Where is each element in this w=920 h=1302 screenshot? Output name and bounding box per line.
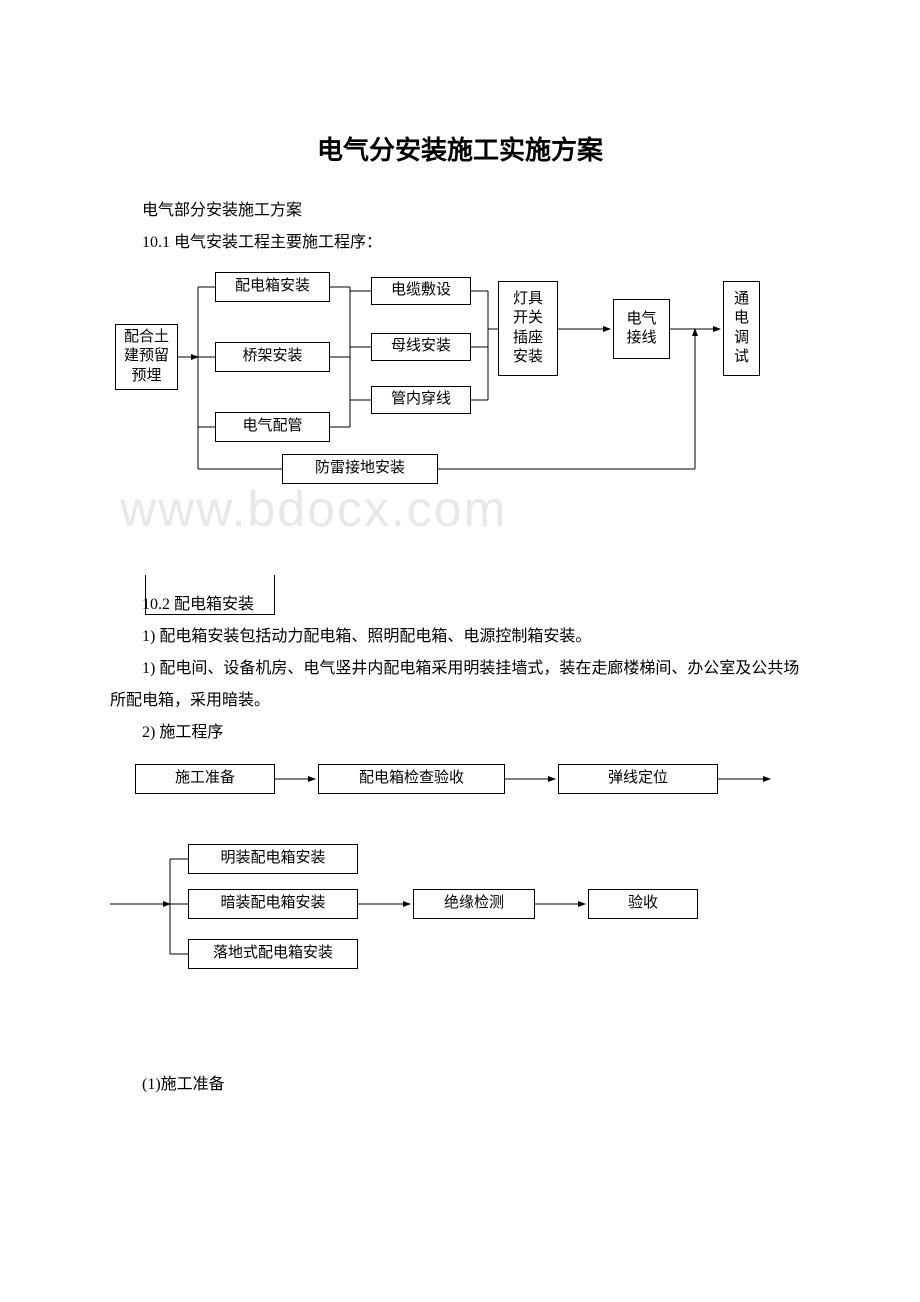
node-conduit: 电气配管 xyxy=(215,412,330,442)
node-bridge: 桥架安装 xyxy=(215,342,330,372)
step-concealed: 暗装配电箱安装 xyxy=(188,889,358,919)
step-insulation: 绝缘检测 xyxy=(413,889,535,919)
step-accept: 验收 xyxy=(588,889,698,919)
section-prep: (1)施工准备 xyxy=(110,1069,810,1101)
para-install-scope: 1) 配电箱安装包括动力配电箱、照明配电箱、电源控制箱安装。 xyxy=(110,621,810,653)
node-reserve: 配合土 建预留 预埋 xyxy=(115,324,178,390)
node-grounding: 防雷接地安装 xyxy=(282,454,438,484)
para-procedure: 2) 施工程序 xyxy=(110,717,810,749)
subtitle: 电气部分安装施工方案 xyxy=(110,195,810,227)
node-test: 通 电 调 试 xyxy=(723,281,760,376)
step-check: 配电箱检查验收 xyxy=(318,764,505,794)
node-connect: 电气 接线 xyxy=(613,299,670,359)
step-floor: 落地式配电箱安装 xyxy=(188,939,358,969)
node-cable: 电缆敷设 xyxy=(371,277,471,305)
node-wiring: 管内穿线 xyxy=(371,386,471,414)
para-install-method-t: 1) 配电间、设备机房、电气竖井内配电箱采用明装挂墙式，装在走廊楼梯间、办公室及… xyxy=(110,660,799,709)
node-fixtures: 灯具 开关 插座 安装 xyxy=(498,281,558,376)
flowchart-main: 配合土 建预留 预埋 配电箱安装 桥架安装 电气配管 电缆敷设 母线安装 管内穿… xyxy=(40,269,780,529)
para-install-method: 1) 配电间、设备机房、电气竖井内配电箱采用明装挂墙式，装在走廊楼梯间、办公室及… xyxy=(110,653,810,717)
node-dist-box: 配电箱安装 xyxy=(215,272,330,302)
section-10-1: 10.1 电气安装工程主要施工程序： xyxy=(110,227,810,259)
step-mark: 弹线定位 xyxy=(558,764,718,794)
node-busbar: 母线安装 xyxy=(371,333,471,361)
flowchart-procedure: 施工准备 配电箱检查验收 弹线定位 明装配电箱安装 暗装配电箱安装 落地式配电箱… xyxy=(110,759,810,1019)
step-surface: 明装配电箱安装 xyxy=(188,844,358,874)
stray-box xyxy=(145,575,275,615)
step-prep: 施工准备 xyxy=(135,764,275,794)
document-title: 电气分安装施工实施方案 xyxy=(110,130,810,167)
